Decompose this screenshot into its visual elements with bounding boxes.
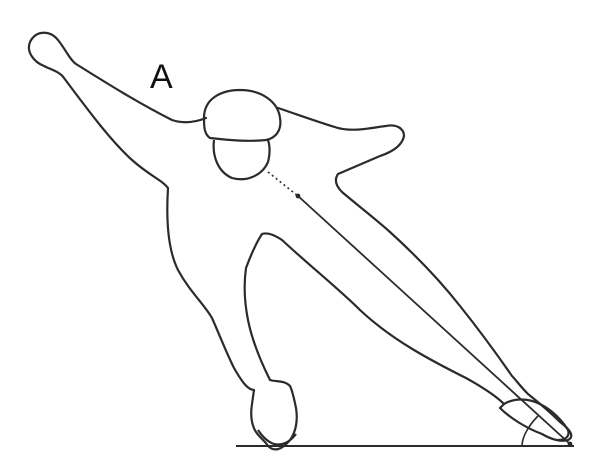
face-outline xyxy=(212,139,271,181)
back-skate-outline xyxy=(257,429,297,446)
skate-contact-point xyxy=(567,441,573,447)
body-axis-line xyxy=(297,195,571,445)
lean-angle-arc xyxy=(521,415,539,447)
figure-label: A xyxy=(150,58,173,96)
helmet-outline xyxy=(202,88,282,142)
dotted-body-axis xyxy=(267,171,299,197)
skater-silhouette-outline xyxy=(27,31,573,451)
